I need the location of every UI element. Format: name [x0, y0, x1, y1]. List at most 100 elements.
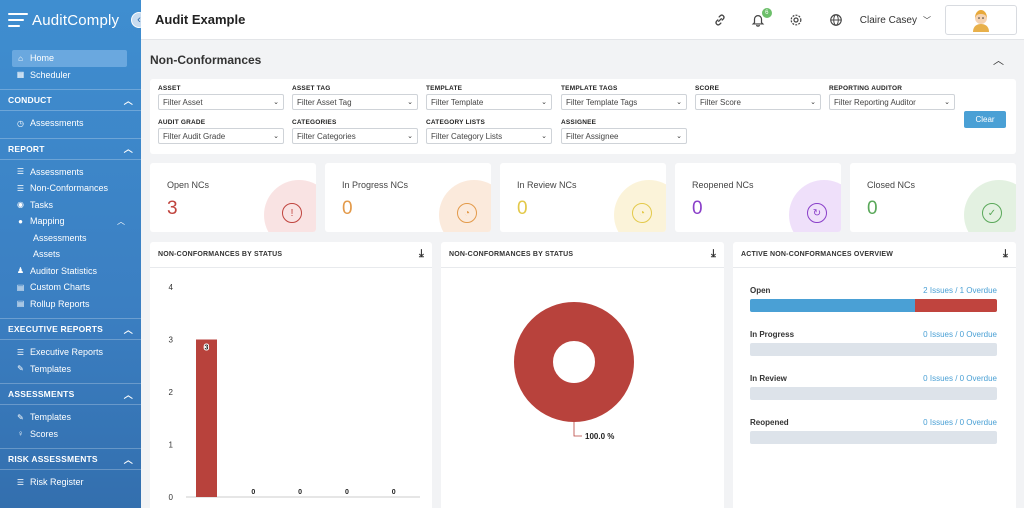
data-label: 0 — [251, 489, 255, 496]
filter-reporting-auditor: REPORTING AUDITOR Filter Reporting Audito… — [829, 85, 955, 110]
filter-template-tags: TEMPLATE TAGS Filter Template Tags ⌄ — [561, 85, 687, 110]
download-icon[interactable]: ⤓ — [418, 248, 424, 260]
sidebar-item-assessment-templates[interactable]: ✎ Templates — [0, 409, 141, 426]
user-menu[interactable]: Claire Casey ﹀ — [860, 15, 931, 26]
filter-label: AUDIT GRADE — [158, 119, 206, 126]
overview-summary[interactable]: 0 Issues / 0 Overdue — [923, 418, 997, 427]
notification-badge: 6 — [761, 8, 772, 18]
tasks-icon: ◉ — [17, 200, 24, 210]
gear-icon[interactable] — [788, 12, 804, 28]
sidebar-item-label: Rollup Reports — [30, 298, 90, 309]
sidebar-item-rollup-reports[interactable]: ▤ Rollup Reports — [0, 296, 141, 313]
bar-chart-panel: NON-CONFORMANCES BY STATUS ⤓ 0 1 2 3 4 3 0 0 0 0 — [150, 242, 432, 508]
refresh-icon: ↻ — [807, 203, 827, 223]
category-lists-select[interactable]: Filter Category Lists ⌄ — [426, 128, 552, 144]
data-label: 0 — [298, 489, 302, 496]
app-logo[interactable]: AuditComply ‹ — [0, 0, 141, 40]
y-tick-label: 0 — [169, 493, 174, 502]
overview-progress-bar — [750, 299, 997, 312]
overview-summary[interactable]: 0 Issues / 0 Overdue — [923, 330, 997, 339]
section-risk-assessments[interactable]: RISK ASSESSMENTS ︿ — [0, 448, 141, 470]
sidebar-item-mapping-assets[interactable]: Assets — [0, 246, 141, 263]
avatar[interactable] — [945, 5, 1017, 35]
kpi-reopened-ncs[interactable]: ↻ Reopened NCs 0 — [675, 163, 841, 232]
sidebar-item-tasks[interactable]: ◉ Tasks — [0, 197, 141, 214]
reporting-auditor-select[interactable]: Filter Reporting Auditor ⌄ — [829, 94, 955, 110]
kpi-in-review-ncs[interactable]: ◔ In Review NCs 0 — [500, 163, 666, 232]
sidebar-item-auditor-statistics[interactable]: ♟ Auditor Statistics — [0, 263, 141, 280]
logo-icon — [8, 13, 28, 27]
sidebar-item-scheduler[interactable]: ▦ Scheduler — [0, 67, 141, 84]
asset-tag-select[interactable]: Filter Asset Tag ⌄ — [292, 94, 418, 110]
section-conduct[interactable]: CONDUCT ︿ — [0, 89, 141, 111]
top-header: Audit Example 6 Claire Casey ﹀ — [141, 0, 1024, 40]
score-select[interactable]: Filter Score ⌄ — [695, 94, 821, 110]
sidebar-item-executive-reports[interactable]: ☰ Executive Reports — [0, 344, 141, 361]
sidebar-item-conduct-assessments[interactable]: ◷ Assessments — [0, 115, 141, 132]
sidebar-item-scores[interactable]: ♀ Scores — [0, 426, 141, 443]
chart-icon: ▤ — [16, 282, 25, 292]
overview-summary[interactable]: 0 Issues / 0 Overdue — [923, 374, 997, 383]
bar-chart: 0 1 2 3 4 3 0 0 0 0 — [169, 283, 420, 502]
kpi-value: 3 — [167, 198, 178, 219]
overview-row-reopened[interactable]: Reopened 0 Issues / 0 Overdue — [750, 418, 997, 444]
overdue-segment — [914, 299, 997, 312]
chevron-up-icon[interactable]: ︿ — [993, 55, 1004, 67]
filter-label: ASSIGNEE — [561, 119, 597, 126]
sidebar-item-label: Tasks — [30, 199, 54, 210]
sidebar-item-label: Templates — [30, 412, 72, 423]
collapse-sidebar-button[interactable]: ‹ — [131, 12, 141, 28]
categories-select[interactable]: Filter Categories ⌄ — [292, 128, 418, 144]
kpi-closed-ncs[interactable]: ✓ Closed NCs 0 — [850, 163, 1016, 232]
sidebar-item-custom-charts[interactable]: ▤ Custom Charts — [0, 279, 141, 296]
bell-icon[interactable]: 6 — [750, 8, 772, 28]
section-report[interactable]: REPORT ︿ — [0, 137, 141, 160]
sidebar-item-report-assessments[interactable]: ☰ Assessments — [0, 164, 141, 181]
download-icon[interactable]: ⤓ — [710, 248, 716, 260]
section-executive-reports[interactable]: EXECUTIVE REPORTS ︿ — [0, 318, 141, 340]
kpi-in-progress-ncs[interactable]: ◔ In Progress NCs 0 — [325, 163, 491, 232]
home-icon: ⌂ — [18, 53, 23, 63]
chevron-down-icon: ⌄ — [407, 133, 413, 140]
sidebar-item-mapping[interactable]: ● Mapping ︿ — [0, 213, 141, 230]
overview-summary[interactable]: 2 Issues / 1 Overdue — [923, 286, 997, 295]
globe-icon[interactable] — [828, 12, 844, 28]
sidebar-item-label: Assessments — [33, 232, 87, 243]
template-select[interactable]: Filter Template ⌄ — [426, 94, 552, 110]
overview-row-in-progress[interactable]: In Progress 0 Issues / 0 Overdue — [750, 330, 997, 356]
data-label: 0 — [345, 489, 349, 496]
sidebar-item-risk-register[interactable]: ☰ Risk Register — [0, 474, 141, 491]
filter-placeholder: Filter Score — [700, 97, 741, 107]
section-assessments[interactable]: ASSESSMENTS ︿ — [0, 383, 141, 405]
asset-select[interactable]: Filter Asset ⌄ — [158, 94, 284, 110]
sidebar-item-label: Non-Conformances — [30, 183, 109, 194]
audit-grade-select[interactable]: Filter Audit Grade ⌄ — [158, 128, 284, 144]
sidebar-item-label: Auditor Statistics — [30, 265, 98, 276]
assignee-select[interactable]: Filter Assignee ⌄ — [561, 128, 687, 144]
filter-asset-tag: ASSET TAG Filter Asset Tag ⌄ — [292, 85, 418, 110]
sidebar-item-home[interactable]: ⌂ Home — [12, 50, 127, 67]
y-tick-label: 2 — [169, 388, 174, 397]
issues-segment — [750, 299, 915, 312]
user-name: Claire Casey — [859, 14, 917, 26]
link-icon[interactable] — [712, 12, 728, 28]
kpi-value: 0 — [867, 198, 878, 219]
overview-row-in-review[interactable]: In Review 0 Issues / 0 Overdue — [750, 374, 997, 400]
kpi-open-ncs[interactable]: ! Open NCs 3 — [150, 163, 316, 232]
clock-icon: ◔ — [632, 203, 652, 223]
kpi-label: In Progress NCs — [342, 180, 409, 190]
avatar-icon — [973, 10, 989, 32]
sidebar-item-non-conformances[interactable]: ☰ Non-Conformances — [0, 180, 141, 197]
sidebar-item-executive-templates[interactable]: ✎ Templates — [0, 361, 141, 378]
template-tags-select[interactable]: Filter Template Tags ⌄ — [561, 94, 687, 110]
filter-panel: ASSET Filter Asset ⌄ ASSET TAG Filter Asset… — [150, 79, 1016, 154]
section-title: RISK ASSESSMENTS — [8, 454, 98, 464]
chevron-up-icon: ︿ — [123, 95, 133, 106]
overview-row-open[interactable]: Open 2 Issues / 1 Overdue — [750, 286, 997, 312]
main-content: Non-Conformances ︿ ASSET Filter Asset ⌄ AS… — [141, 40, 1024, 508]
chevron-up-icon: ︿ — [123, 454, 133, 465]
overview-panel: ACTIVE NON-CONFORMANCES OVERVIEW ⤓ Open 2 … — [733, 242, 1016, 508]
sidebar-item-mapping-assessments[interactable]: Assessments — [0, 230, 141, 247]
download-icon[interactable]: ⤓ — [1002, 248, 1008, 260]
clear-filters-button[interactable]: Clear — [964, 111, 1006, 128]
